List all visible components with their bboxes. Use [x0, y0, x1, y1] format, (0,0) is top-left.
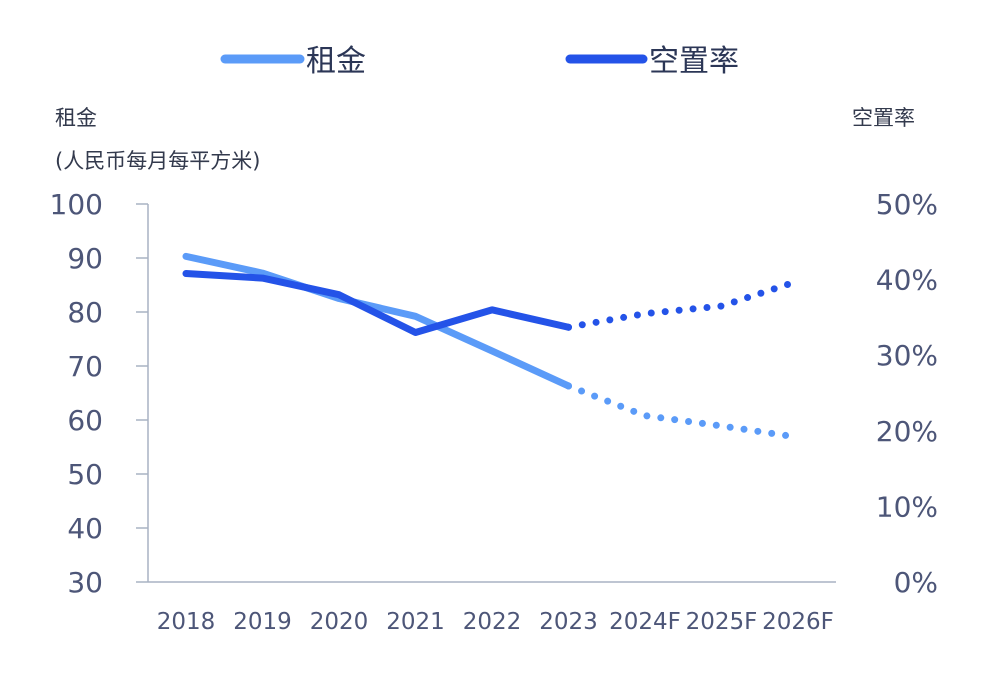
y-left-tick-label: 80 — [67, 296, 103, 329]
x-tick-label: 2022 — [463, 609, 522, 635]
series-line-rent-forecast — [565, 382, 802, 441]
y-left-title-line1: 租金 — [55, 106, 97, 130]
x-tick-label: 2020 — [310, 609, 369, 635]
series-line-vacancy-forecast — [565, 277, 802, 331]
y-right-title: 空置率 — [852, 106, 915, 130]
x-tick-label: 2019 — [233, 609, 292, 635]
y-right-tick-label: 30% — [876, 339, 938, 372]
x-tick-label: 2024F — [609, 609, 681, 635]
x-tick-label: 2021 — [386, 609, 445, 635]
y-right-tick-label: 10% — [876, 490, 938, 523]
y-right-tick-label: 40% — [876, 264, 938, 297]
legend-label-vacancy: 空置率 — [649, 44, 739, 79]
y-left-tick-label: 90 — [67, 242, 103, 275]
x-tick-label: 2018 — [157, 609, 216, 635]
y-right-tick-label: 50% — [876, 188, 938, 221]
y-left-tick-label: 60 — [67, 404, 103, 437]
y-right-tick-label: 0% — [894, 566, 938, 599]
series-line-rent-actual — [182, 252, 572, 390]
series-layer — [182, 252, 802, 441]
y-left-tick-label: 50 — [67, 458, 103, 491]
y-right-tick-label: 20% — [876, 415, 938, 448]
y-right-ticks: 50% 40% 30% 20% 10% 0% — [876, 188, 938, 599]
series-line-vacancy-actual — [182, 270, 572, 337]
y-left-ticks: 100 90 80 70 60 50 40 30 — [50, 188, 148, 599]
y-left-title-line2: (人民币每月每平方米) — [55, 149, 260, 173]
legend-label-rent: 租金 — [306, 44, 366, 79]
x-tick-label: 2026F — [762, 609, 834, 635]
x-ticks: 2018 2019 2020 2021 2022 2023 2024F 2025F 2026F — [157, 609, 834, 635]
y-left-tick-label: 30 — [67, 566, 103, 599]
y-left-tick-label: 100 — [50, 188, 103, 221]
y-left-tick-label: 70 — [67, 350, 103, 383]
x-tick-label: 2025F — [686, 609, 758, 635]
legend: 租金 空置率 — [220, 44, 739, 79]
x-tick-label: 2023 — [539, 609, 598, 635]
y-left-tick-label: 40 — [67, 512, 103, 545]
